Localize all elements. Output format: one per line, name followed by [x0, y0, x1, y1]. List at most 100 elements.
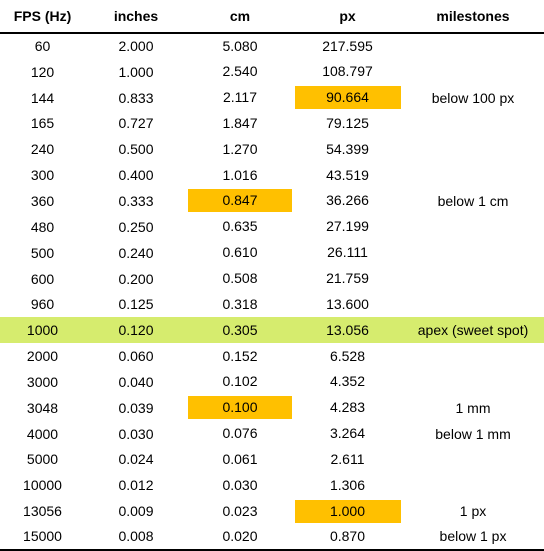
table-row: 3000 0.040 0.102 4.352 — [0, 369, 544, 395]
cell-cm: 0.305 — [187, 317, 293, 344]
cell-cm: 0.610 — [187, 240, 293, 266]
cell-cm-value: 2.540 — [222, 63, 258, 80]
cell-px-value: 6.528 — [329, 347, 366, 364]
table-row: 144 0.833 2.117 90.664 below 100 px — [0, 85, 544, 111]
cell-milestone: below 1 mm — [435, 425, 511, 442]
table-row: 360 0.333 0.847 36.266 below 1 cm — [0, 188, 544, 214]
cell-px: 27.199 — [293, 214, 402, 240]
table-row: 300 0.400 1.016 43.519 — [0, 162, 544, 188]
cell-cm: 2.540 — [187, 59, 293, 85]
cell-milestone — [402, 291, 544, 317]
cell-inches: 0.727 — [118, 115, 154, 132]
cell-fps: 13056 — [23, 503, 62, 520]
cell-cm-value: 0.318 — [222, 295, 258, 312]
cell-milestone — [402, 59, 544, 85]
cell-cm-value: 5.080 — [222, 37, 258, 54]
cell-milestone — [402, 162, 544, 188]
cell-cm: 0.635 — [187, 214, 293, 240]
cell-cm: 2.117 — [187, 85, 293, 111]
cell-inches: 0.400 — [118, 167, 154, 184]
cell-px-value: 26.111 — [327, 244, 368, 261]
cell-cm-value: 0.076 — [222, 425, 258, 442]
cell-inches: 0.125 — [118, 296, 154, 313]
cell-cm-value: 1.847 — [222, 114, 258, 131]
header-row: FPS (Hz) inches cm px milestones — [0, 0, 544, 34]
cell-cm: 0.076 — [187, 421, 293, 447]
cell-fps: 360 — [30, 192, 55, 209]
cell-px: 2.611 — [293, 447, 402, 473]
table-row: 60 2.000 5.080 217.595 — [0, 33, 544, 59]
cell-inches: 0.039 — [118, 399, 154, 416]
cell-px-value: 108.797 — [322, 63, 373, 80]
cell-cm: 0.061 — [187, 447, 293, 473]
cell-px-value: 3.264 — [329, 425, 366, 442]
cell-fps: 480 — [30, 218, 55, 235]
cell-cm-value: 0.610 — [222, 244, 258, 261]
header-inches: inches — [85, 0, 187, 34]
table-row: 3048 0.039 0.100 4.283 1 mm — [0, 395, 544, 421]
cell-fps: 240 — [30, 141, 55, 158]
cell-cm-value: 0.020 — [222, 527, 258, 544]
highlighted-cm-value: 0.847 — [188, 189, 292, 213]
cell-cm-value: 0.023 — [222, 502, 258, 519]
cell-px: 4.352 — [293, 369, 402, 395]
cell-inches: 0.250 — [118, 218, 154, 235]
cell-milestone — [402, 369, 544, 395]
table-row: 960 0.125 0.318 13.600 — [0, 291, 544, 317]
cell-milestone — [402, 343, 544, 369]
cell-px-value: 1.306 — [329, 476, 366, 493]
cell-px: 0.870 — [293, 524, 402, 551]
cell-cm-value: 1.270 — [222, 140, 258, 157]
table-header: FPS (Hz) inches cm px milestones — [0, 0, 544, 34]
cell-cm: 1.270 — [187, 136, 293, 162]
cell-px: 90.664 — [293, 85, 402, 111]
cell-inches: 0.500 — [118, 141, 154, 158]
table-row: 13056 0.009 0.023 1.000 1 px — [0, 498, 544, 524]
cell-fps: 60 — [34, 38, 51, 55]
cell-px-value: 4.352 — [329, 373, 366, 390]
cell-milestone: below 1 cm — [437, 192, 509, 209]
cell-px-value: 13.600 — [326, 295, 369, 312]
cell-px: 43.519 — [293, 162, 402, 188]
cell-milestone — [402, 111, 544, 137]
cell-px-value: 13.056 — [326, 321, 369, 338]
cell-cm-value: 0.635 — [222, 218, 258, 235]
cell-fps: 1000 — [0, 317, 85, 344]
highlighted-px-value: 90.664 — [294, 86, 401, 110]
cell-px: 1.000 — [293, 498, 402, 524]
cell-px: 26.111 — [293, 240, 402, 266]
cell-px-value: 79.125 — [326, 114, 369, 131]
cell-px-value: 21.759 — [326, 270, 369, 287]
cell-inches: 0.060 — [118, 348, 154, 365]
cell-fps: 10000 — [23, 477, 62, 494]
cell-cm: 0.318 — [187, 291, 293, 317]
cell-fps: 15000 — [0, 524, 85, 551]
header-fps: FPS (Hz) — [0, 0, 85, 34]
cell-cm: 0.508 — [187, 266, 293, 292]
cell-cm-value: 0.152 — [222, 347, 258, 364]
cell-fps: 3000 — [26, 373, 59, 390]
cell-px: 6.528 — [293, 343, 402, 369]
cell-cm-value: 0.508 — [222, 270, 258, 287]
cell-milestone: 1 px — [459, 503, 487, 520]
cell-cm: 1.016 — [187, 162, 293, 188]
table-row: 165 0.727 1.847 79.125 — [0, 111, 544, 137]
cell-fps: 4000 — [26, 425, 59, 442]
cell-px: 108.797 — [293, 59, 402, 85]
cell-fps: 165 — [30, 115, 55, 132]
table-row: 15000 0.008 0.020 0.870 below 1 px — [0, 524, 544, 551]
table-body: 60 2.000 5.080 217.595 120 1.000 2.540 1… — [0, 33, 544, 551]
table-row: 2000 0.060 0.152 6.528 — [0, 343, 544, 369]
cell-px-value: 36.266 — [326, 192, 369, 209]
table-row: 240 0.500 1.270 54.399 — [0, 136, 544, 162]
cell-px: 1.306 — [293, 472, 402, 498]
cell-inches: 0.120 — [85, 317, 187, 344]
cell-cm-value: 0.305 — [222, 321, 258, 338]
cell-px-value: 4.283 — [329, 399, 366, 416]
highlighted-cm-value: 0.100 — [188, 396, 292, 420]
cell-inches: 0.833 — [118, 89, 154, 106]
cell-px: 4.283 — [293, 395, 402, 421]
cell-inches: 0.333 — [118, 192, 154, 209]
table-row: 600 0.200 0.508 21.759 — [0, 266, 544, 292]
